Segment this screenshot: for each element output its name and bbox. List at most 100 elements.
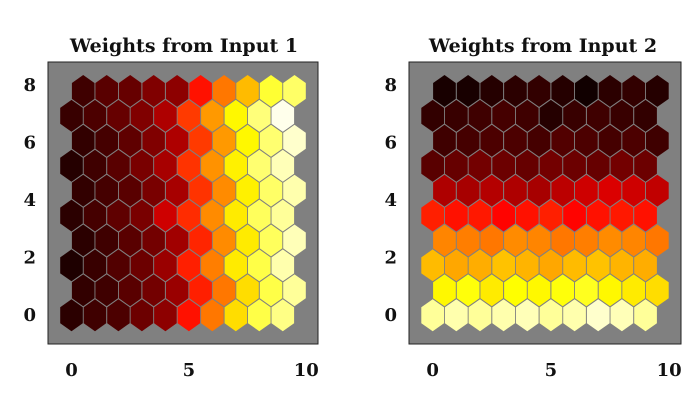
x-tick-label: 0	[426, 360, 439, 381]
hex-cell	[646, 124, 669, 157]
hex-cell	[492, 249, 515, 282]
hex-cell	[201, 149, 224, 182]
hex-cell	[283, 75, 306, 107]
hex-cell	[283, 174, 306, 207]
x-tick-label: 5	[183, 360, 196, 381]
hex-cell	[189, 75, 212, 107]
plot-input-1: Weights from Input 1 0 5 10 0 2 4 6 8	[23, 35, 318, 381]
hex-cell	[527, 224, 551, 257]
hex-cell	[165, 224, 189, 257]
x-ticks: 0 5 10	[65, 360, 319, 381]
y-tick-label: 4	[23, 190, 36, 211]
hex-cell	[563, 99, 586, 132]
hex-cell	[271, 199, 295, 232]
hex-cell	[71, 75, 95, 107]
hex-cell	[527, 124, 551, 157]
hex-cell	[130, 299, 154, 332]
hex-cell	[271, 249, 295, 282]
y-tick-label: 8	[384, 75, 397, 96]
hex-cell	[433, 274, 456, 307]
hex-cell	[433, 224, 456, 257]
hex-cell	[95, 224, 118, 257]
hex-cell	[433, 174, 456, 207]
hex-cell	[71, 274, 95, 307]
hex-cell	[622, 75, 646, 107]
hex-cell	[118, 75, 142, 107]
hex-cell	[130, 99, 154, 132]
hex-cell	[142, 274, 165, 307]
hex-cell	[224, 249, 248, 282]
hex-cell	[646, 224, 669, 257]
hex-cell	[236, 75, 259, 107]
hex-cell	[165, 124, 189, 157]
hex-cell	[444, 249, 468, 282]
hex-cell	[515, 149, 539, 182]
hex-cell	[575, 224, 598, 257]
hex-cells	[421, 75, 669, 332]
hex-cell	[421, 249, 444, 282]
hex-cell	[154, 149, 177, 182]
hex-cell	[634, 299, 657, 332]
hex-cell	[177, 199, 201, 232]
hex-cell	[515, 299, 539, 332]
hex-cell	[189, 174, 212, 207]
hex-cell	[212, 174, 236, 207]
hex-cell	[60, 199, 83, 232]
hex-cell	[468, 199, 492, 232]
hex-cell	[634, 99, 657, 132]
hex-cell	[189, 124, 212, 157]
hex-cell	[177, 149, 201, 182]
x-tick-label: 10	[657, 360, 682, 381]
hex-cell	[201, 249, 224, 282]
hex-cell	[189, 274, 212, 307]
hex-cell	[634, 199, 657, 232]
hex-cell	[456, 174, 480, 207]
hex-cell	[586, 199, 610, 232]
hex-cell	[283, 224, 306, 257]
plot-title: Weights from Input 2	[428, 35, 657, 57]
hex-cell	[165, 274, 189, 307]
hex-cell	[515, 249, 539, 282]
plot-input-2: Weights from Input 2 0 5 10 0 2 4 6 8	[384, 35, 681, 381]
hex-cell	[504, 124, 527, 157]
hex-cell	[201, 99, 224, 132]
hex-cell	[563, 149, 586, 182]
hex-cell	[492, 299, 515, 332]
hex-cell	[248, 299, 271, 332]
hex-cell	[259, 274, 283, 307]
hex-cell	[610, 199, 634, 232]
hex-cell	[646, 174, 669, 207]
hex-cell	[271, 99, 295, 132]
y-tick-label: 8	[23, 75, 36, 96]
hex-cell	[236, 174, 259, 207]
hex-cell	[118, 274, 142, 307]
hex-cell	[177, 99, 201, 132]
x-ticks: 0 5 10	[426, 360, 681, 381]
hex-cell	[201, 299, 224, 332]
hex-cell	[271, 299, 295, 332]
hex-cell	[598, 274, 622, 307]
hex-cell	[634, 149, 657, 182]
hex-cell	[468, 99, 492, 132]
hex-cell	[504, 75, 527, 107]
hex-cell	[610, 99, 634, 132]
hex-cell	[259, 124, 283, 157]
hex-cell	[527, 75, 551, 107]
hex-cell	[142, 124, 165, 157]
hex-cell	[539, 249, 563, 282]
hex-cell	[130, 199, 154, 232]
hex-cell	[456, 274, 480, 307]
hex-cell	[480, 124, 504, 157]
hex-cell	[107, 99, 130, 132]
y-tick-label: 6	[23, 133, 36, 154]
hex-cell	[468, 299, 492, 332]
hex-cell	[622, 274, 646, 307]
hex-cell	[271, 149, 295, 182]
hex-cell	[563, 199, 586, 232]
y-ticks: 0 2 4 6 8	[23, 75, 36, 326]
hex-cell	[480, 274, 504, 307]
hex-cell	[107, 249, 130, 282]
hex-cell	[224, 99, 248, 132]
hex-cell	[142, 174, 165, 207]
hex-cell	[259, 224, 283, 257]
